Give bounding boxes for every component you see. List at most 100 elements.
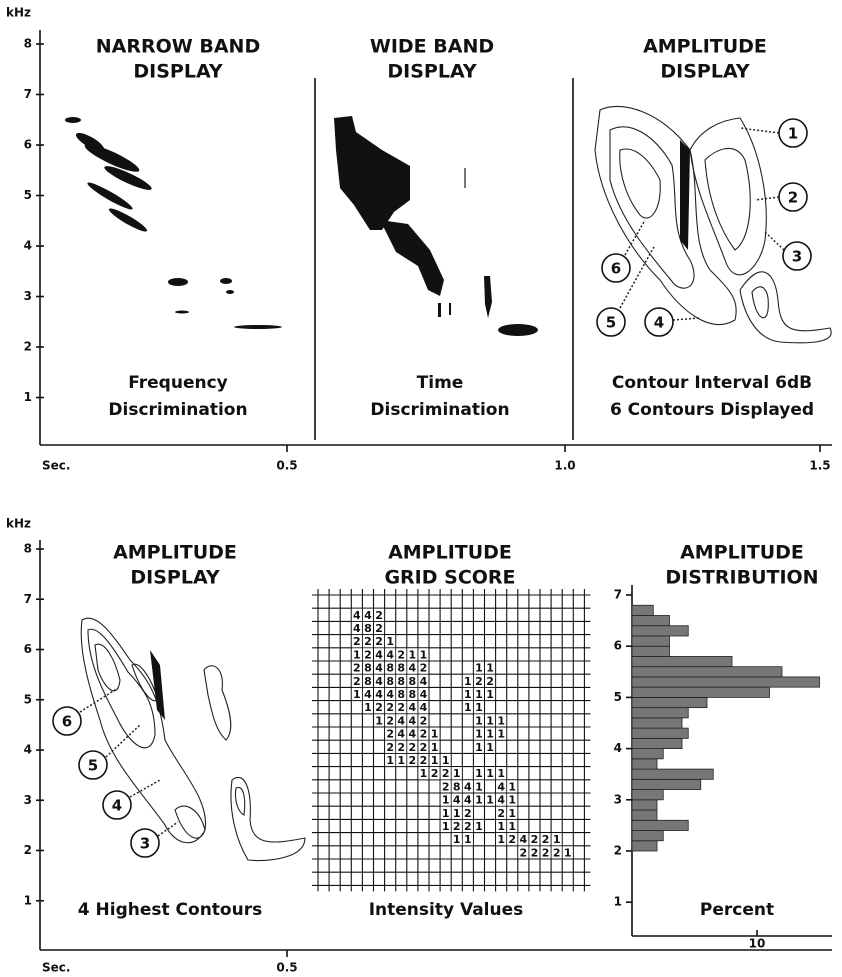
grid-cell: [551, 833, 562, 846]
grid-value: 1: [353, 648, 361, 661]
grid-cell: [396, 648, 407, 661]
grid-value: 8: [409, 688, 417, 701]
grid-value: 1: [442, 807, 450, 820]
grid-cell: [473, 727, 484, 740]
grid-cell: [385, 648, 396, 661]
grid-cell: [374, 714, 385, 727]
grid-cell: [351, 608, 362, 621]
grid-cell: [462, 806, 473, 819]
grid-cell: [418, 661, 429, 674]
panel-caption: Contour Interval 6dB: [612, 373, 812, 393]
grid-cell: [396, 674, 407, 687]
grid-cell: [385, 687, 396, 701]
grid-value: 2: [386, 714, 394, 727]
grid-cell: [518, 846, 529, 859]
grid-value: 1: [420, 648, 428, 661]
histogram-bar: [631, 737, 683, 749]
grid-cell: [362, 635, 373, 648]
grid-value: 2: [375, 609, 383, 622]
wide-band-spectrogram: [334, 116, 538, 336]
grid-cell: [473, 687, 484, 701]
grid-value: 1: [486, 688, 494, 701]
panel-title: AMPLITUDE: [388, 542, 512, 564]
narrow-band-spectrogram: [65, 117, 282, 329]
grid-cell: [418, 767, 429, 780]
grid-cell: [385, 714, 396, 727]
y-tick-label: 2: [614, 844, 622, 858]
grid-value: 1: [497, 767, 505, 780]
grid-value: 8: [397, 675, 405, 688]
grid-value: 2: [431, 767, 439, 780]
x-axis-label: Sec.: [42, 459, 70, 473]
panel-caption: Intensity Values: [369, 900, 524, 920]
y-tick-label: 6: [24, 642, 32, 656]
grid-cell: [451, 793, 462, 806]
grid-cell: [396, 687, 407, 701]
grid-cell: [407, 714, 418, 727]
grid-value: 1: [497, 714, 505, 727]
grid-cell: [496, 833, 507, 846]
grid-value: 1: [442, 754, 450, 767]
grid-cell: [396, 701, 407, 714]
grid-value: 1: [464, 688, 472, 701]
grid-value: 1: [386, 754, 394, 767]
grid-value: 1: [486, 728, 494, 741]
panel-title: GRID SCORE: [384, 567, 515, 589]
histogram-bar: [631, 707, 689, 719]
grid-value: 4: [520, 833, 528, 846]
markers: 1 2 3 4 5 6: [596, 118, 812, 337]
grid-cell: [473, 714, 484, 727]
panel-caption: 4 Highest Contours: [78, 900, 262, 920]
grid-cell: [451, 780, 462, 793]
marker-label: 4: [112, 797, 122, 815]
y-tick-label: 6: [24, 138, 32, 152]
grid-cell: [473, 701, 484, 714]
grid-value: 1: [464, 833, 472, 846]
histogram-bar: [631, 758, 658, 770]
histogram-bar: [631, 717, 683, 729]
grid-value: 8: [386, 675, 394, 688]
grid-value: 1: [475, 780, 483, 793]
grid-cell: [418, 727, 429, 740]
grid-value: 4: [420, 675, 428, 688]
grid-cell: [396, 753, 407, 767]
grid-cell: [351, 687, 362, 701]
grid-value: 2: [553, 846, 561, 859]
grid-value: 1: [564, 846, 572, 859]
grid-value: 2: [353, 675, 361, 688]
grid-cell: [473, 819, 484, 833]
histogram-bar: [631, 615, 670, 627]
grid-value: 2: [508, 833, 516, 846]
grid-cell: [385, 661, 396, 674]
grid-value: 1: [475, 701, 483, 714]
panel-title: AMPLITUDE: [113, 542, 237, 564]
marker-label: 5: [606, 314, 616, 332]
grid-cell: [351, 661, 362, 674]
panel-title: DISPLAY: [133, 61, 222, 83]
y-tick-label: 3: [24, 793, 32, 807]
marker-label: 6: [62, 713, 72, 731]
grid-cell: [496, 819, 507, 833]
grid-value: 2: [420, 754, 428, 767]
histogram-bar: [631, 676, 820, 688]
y-tick-label: 1: [24, 390, 32, 404]
grid-value: 4: [375, 675, 383, 688]
grid-value: 2: [420, 714, 428, 727]
grid-cell: [385, 753, 396, 767]
grid-value: 1: [475, 714, 483, 727]
grid-cell: [418, 753, 429, 767]
grid-cell: [473, 767, 484, 780]
grid-cell: [407, 674, 418, 687]
x-tick-label: 1.0: [554, 459, 575, 473]
grid-value: 1: [464, 701, 472, 714]
panel-title: DISPLAY: [660, 61, 749, 83]
panel-caption: 6 Contours Displayed: [610, 400, 814, 420]
grid-value: 1: [431, 754, 439, 767]
panel-caption: Frequency: [128, 373, 228, 393]
grid-cell: [385, 740, 396, 753]
grid-cell: [407, 753, 418, 767]
grid-value: 1: [553, 833, 561, 846]
grid-value: 1: [486, 794, 494, 807]
y-tick-label: 7: [24, 87, 32, 101]
y-tick-label: 1: [614, 895, 622, 909]
